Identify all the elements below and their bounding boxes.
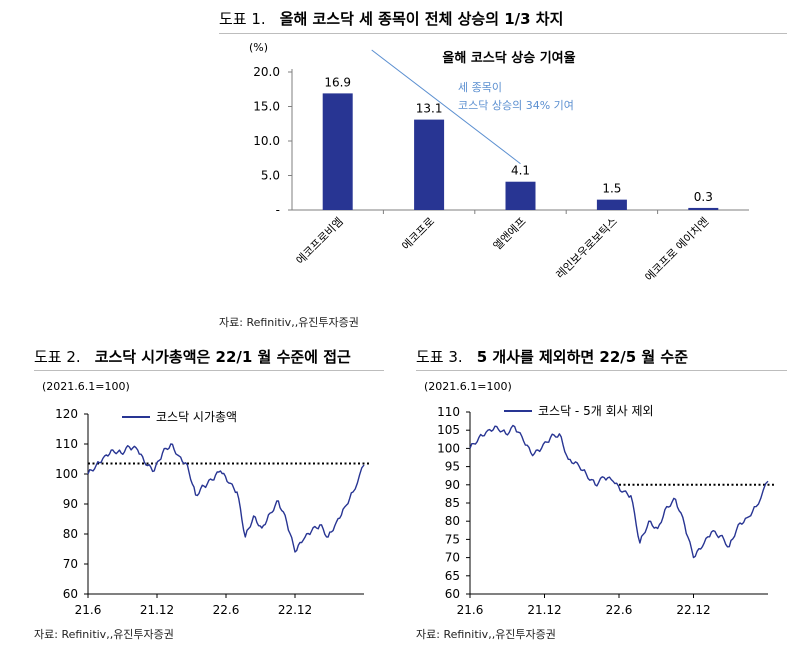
mcap-g-legend-label: 코스닥 시가총액: [156, 410, 237, 424]
figure2-source: 자료: Refinitiv,,유진투자증권: [34, 628, 174, 641]
bar-category-label: 에코프로 에이치엔: [643, 215, 712, 284]
ex5-g-unit-label: (2021.6.1=100): [424, 380, 512, 393]
bar: [596, 199, 627, 210]
mcap-g-y-tick-label: 110: [55, 437, 78, 451]
bar-y-tick-label: 15.0: [253, 100, 280, 114]
figure2-title: 코스닥 시가총액은 22/1 월 수준에 접근: [94, 348, 351, 366]
figure3-number: 도표 3.: [416, 348, 463, 366]
ex5-g-x-tick-label: 22.6: [606, 603, 633, 617]
mcap-g-y-tick-label: 60: [63, 587, 78, 601]
bar: [322, 93, 353, 210]
ex5-g-y-tick-label: 95: [445, 460, 460, 474]
ex5-g-legend-label: 코스닥 - 5개 회사 제외: [538, 404, 654, 418]
mcap-g-y-tick-label: 120: [55, 407, 78, 421]
ex5-g-x-tick-label: 21.6: [457, 603, 484, 617]
mcap-g-y-tick-label: 90: [63, 497, 78, 511]
ex5-g-y-tick-label: 110: [437, 405, 460, 419]
bar-chart-title: 올해 코스닥 상승 기여율: [442, 50, 575, 66]
mcap-g-y-tick-label: 80: [63, 527, 78, 541]
bar-y-tick-label: 20.0: [253, 65, 280, 79]
ex5-g-y-tick-label: 60: [445, 587, 460, 601]
figure2-header: 도표 2. 코스닥 시가총액은 22/1 월 수준에 접근: [34, 346, 351, 367]
bar-chart: (%) 올해 코스닥 상승 기여율 20.0 15.0 10.0 5.0 - 16.9 에코프로…: [249, 41, 749, 284]
ex5-g-x-tick-label: 22.12: [676, 603, 710, 617]
annotation-connector: [371, 49, 521, 165]
ex5-g-y-tick-label: 75: [445, 532, 460, 546]
ex5-g-y-tick-label: 85: [445, 496, 460, 510]
bar-value-label: 0.3: [694, 190, 713, 204]
bar: [688, 207, 719, 210]
mcap-g-x-tick-label: 22.6: [213, 603, 240, 617]
bar-value-label: 4.1: [511, 164, 530, 178]
bar-category-label: 에코프로: [399, 215, 437, 253]
bar-y-tick-label: 5.0: [261, 169, 280, 183]
bar-y-tick-label: -: [276, 203, 280, 217]
figure2-rule: [34, 370, 384, 371]
figure3-source: 자료: Refinitiv,,유진투자증권: [416, 628, 556, 641]
bar-value-label: 1.5: [602, 182, 621, 196]
ex5-g-y-tick-label: 70: [445, 551, 460, 565]
bar-value-label: 13.1: [416, 102, 443, 116]
mcap-g-x-tick-label: 22.12: [278, 603, 312, 617]
annotation-text: 세 종목이: [458, 81, 502, 94]
mcap-g-x-tick-label: 21.6: [75, 603, 102, 617]
ex5-g-y-tick-label: 100: [437, 441, 460, 455]
figure1-number: 도표 1.: [219, 10, 266, 28]
ex5-g-x-tick-label: 21.12: [527, 603, 561, 617]
bar: [505, 181, 536, 210]
mcap-g-y-tick-label: 100: [55, 467, 78, 481]
figure1-title: 올해 코스닥 세 종목이 전체 상승의 1/3 차지: [279, 10, 564, 28]
ex5-line-chart: (2021.6.1=100) 110 105 100 95 90 85 80 75 70 65 60 2…: [424, 380, 774, 617]
ex5-g-y-tick-label: 90: [445, 478, 460, 492]
figure3-title: 5 개사를 제외하면 22/5 월 수준: [476, 348, 689, 366]
mcap-g-x-tick-label: 21.12: [140, 603, 174, 617]
figure2-number: 도표 2.: [34, 348, 81, 366]
mcap-g-y-tick-label: 70: [63, 557, 78, 571]
mcap-g-series-line: [87, 443, 365, 553]
annotation-text: 코스닥 상승의 34% 기여: [458, 99, 574, 112]
bar-y-tick-label: 10.0: [253, 134, 280, 148]
bar: [414, 119, 445, 210]
figure3-rule: [416, 370, 787, 371]
bar-category-label: 에코프로비엠: [294, 215, 346, 267]
figure3-header: 도표 3. 5 개사를 제외하면 22/5 월 수준: [416, 346, 688, 367]
bar-value-label: 16.9: [324, 75, 351, 89]
bar-category-label: 레인보우로보틱스: [554, 215, 620, 281]
ex5-g-y-tick-label: 80: [445, 514, 460, 528]
ex5-g-y-tick-label: 105: [437, 423, 460, 437]
bar-category-label: 엘앤에프: [491, 215, 529, 253]
ex5-g-y-tick-label: 65: [445, 569, 460, 583]
ex5-g-series-line: [469, 424, 769, 559]
figure1-header: 도표 1. 올해 코스닥 세 종목이 전체 상승의 1/3 차지: [219, 8, 563, 29]
figure1-source: 자료: Refinitiv,,유진투자증권: [219, 316, 359, 329]
figure1-rule: [219, 33, 787, 34]
mcap-g-unit-label: (2021.6.1=100): [42, 380, 130, 393]
mcap-line-chart: (2021.6.1=100) 120 110 100 90 80 70 60 21.6 21.12…: [42, 380, 370, 617]
bar-unit-label: (%): [249, 41, 268, 54]
